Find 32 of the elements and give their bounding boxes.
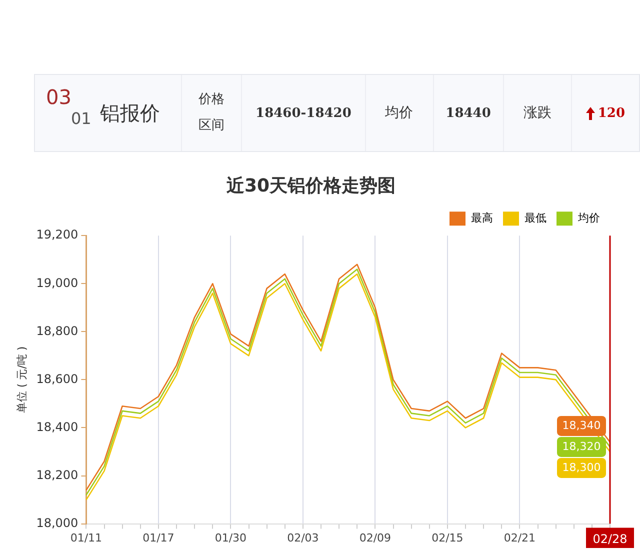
x-tick-label: 02/09 [359,531,392,544]
text: 120 [570,75,639,151]
y-tick-label: 19,000 [36,276,78,290]
text: 18460-18420 [241,75,365,151]
y-tick-label: 18,200 [36,468,78,482]
x-tick-label: 01/17 [142,531,174,544]
y-tick-label: 18,800 [36,324,78,338]
text: 03 [46,85,72,109]
legend-label: 最低 [524,211,546,224]
x-tick-label: 02/21 [504,531,536,544]
x-tick-label: 02/28 [592,532,628,546]
text: 01 [71,109,92,128]
y-tick-label: 18,600 [36,372,78,386]
text: 价格区间 [198,91,226,135]
y-axis-title: 单位 ( 元/吨 ) [15,346,28,414]
legend-label: 最高 [471,211,493,224]
text: 铝报价 [99,100,162,126]
x-tick-label: 01/11 [70,531,102,544]
y-tick-label: 18,000 [36,516,78,530]
text: 涨跌 [502,75,571,151]
y-tick-label: 19,200 [36,228,78,242]
text: 均价 [364,75,433,151]
y-tick-label: 18,400 [36,420,78,434]
text: 18440 [432,75,503,151]
x-tick-label: 01/30 [214,531,247,544]
legend-label: 均价 [577,211,600,224]
data-label: 18,320 [562,440,601,453]
data-label: 18,340 [562,418,601,432]
chart-title: 近30天铝价格走势图 [225,175,396,196]
data-label: 18,300 [562,460,601,474]
x-tick-label: 02/15 [432,531,464,544]
x-tick-label: 02/03 [287,531,319,544]
